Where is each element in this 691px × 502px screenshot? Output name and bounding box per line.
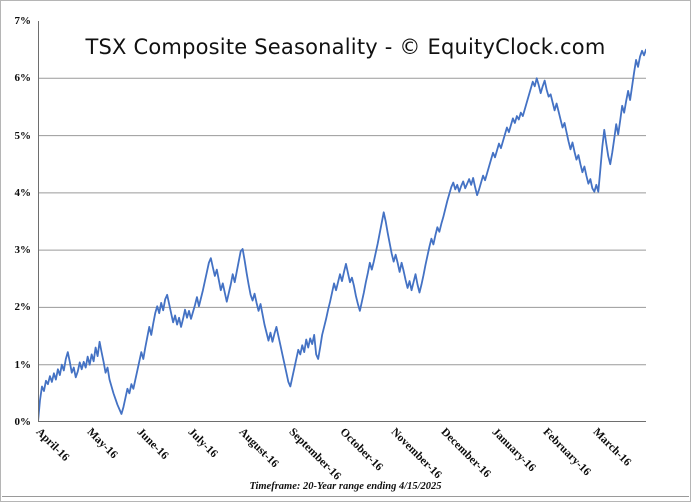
plot-area [38,21,646,422]
chart-title: TSX Composite Seasonality - © EquityCloc… [85,35,606,59]
x-axis-tick-label: October-16 [337,426,385,474]
x-axis-tick-label: August-16 [236,426,281,471]
y-axis-tick-label: 2% [14,301,32,314]
y-axis-tick-label: 3% [14,244,32,257]
timeframe-note: Timeframe: 20-Year range ending 4/15/202… [249,481,442,492]
y-axis-tick-label: 1% [14,358,32,371]
x-axis-tick-label: December-16 [438,426,494,481]
footer-divider [2,496,689,497]
x-axis-tick-label: September-16 [286,426,344,483]
x-axis-tick-label: July-16 [185,426,220,461]
y-axis-tick-label: 7% [14,15,32,27]
y-axis-tick-label: 5% [14,129,32,142]
x-axis-tick-label: January-16 [489,426,538,475]
chart-canvas [38,21,646,422]
y-axis-tick-label: 4% [14,186,32,199]
y-axis-tick-label: 6% [14,72,32,85]
x-axis-tick-label: February-16 [540,426,593,479]
gridlines-group [38,77,646,366]
x-axis-tick-label: March-16 [590,426,634,469]
x-axis-tick-label: May-16 [84,426,120,462]
x-axis-tick-label: June-16 [134,426,171,463]
y-axis-tick-label: 0% [14,416,32,428]
series-line-tsx-composite [38,48,646,422]
x-axis-tick-label: November-16 [388,426,444,482]
x-axis-tick-label: April-16 [33,426,72,464]
